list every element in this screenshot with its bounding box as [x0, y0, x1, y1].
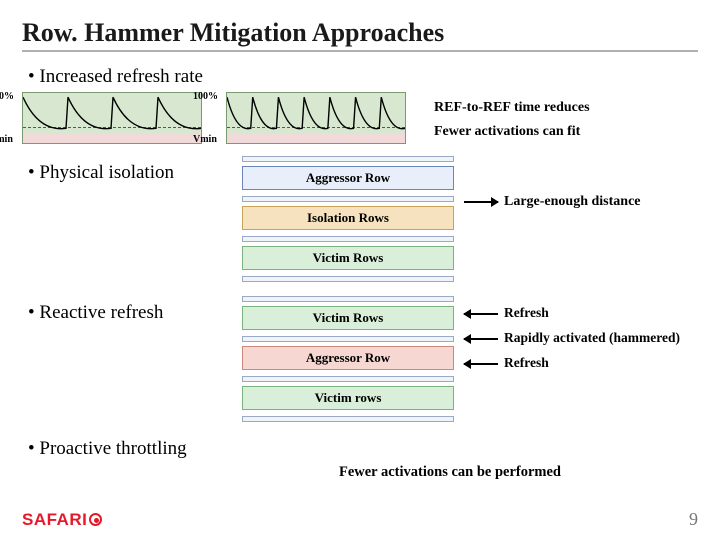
proactive-section: Proactive throttling	[22, 432, 698, 464]
reactive-row: Victim rows	[242, 386, 454, 410]
decay-curve-right	[227, 93, 405, 143]
isolation-annotation: Large-enough distance	[464, 194, 641, 210]
reactive-row-note: Refresh	[464, 305, 680, 321]
ylabel-top: 100%	[0, 91, 14, 102]
ylabel-vmin: Vmin	[193, 134, 217, 145]
thin-row	[242, 276, 454, 282]
isolation-row: Aggressor Row	[242, 166, 454, 190]
reactive-notes: Refresh Rapidly activated (hammered) Refre…	[464, 296, 680, 380]
safari-logo-text: SAFARI	[22, 510, 87, 529]
reactive-row-note: Rapidly activated (hammered)	[464, 330, 680, 346]
isolation-stack: Aggressor Row Isolation Rows Victim Rows	[242, 156, 454, 286]
isolation-section: Physical isolation Aggressor Row Isolatio…	[22, 156, 698, 286]
isolation-annotation-text: Large-enough distance	[504, 194, 641, 209]
thin-row	[242, 376, 454, 382]
refresh-chart-left: 100% Vmin	[22, 92, 202, 144]
reactive-stack: Victim Rows Aggressor Row Victim rows	[242, 296, 454, 426]
reactive-row: Victim Rows	[242, 306, 454, 330]
proactive-note: Fewer activations can be performed	[202, 464, 698, 481]
arrow-right-icon	[464, 201, 498, 203]
isolation-row: Victim Rows	[242, 246, 454, 270]
safari-eye-icon	[89, 513, 102, 526]
bullet-proactive: Proactive throttling	[28, 438, 238, 460]
thin-row	[242, 196, 454, 202]
bullet-refresh: Increased refresh rate	[28, 66, 698, 88]
refresh-notes: REF-to-REF time reduces Fewer activation…	[434, 92, 590, 144]
reactive-section: Reactive refresh Victim Rows Aggressor Ro…	[22, 296, 698, 426]
ylabel-top: 100%	[193, 91, 218, 102]
isolation-row: Isolation Rows	[242, 206, 454, 230]
thin-row	[242, 236, 454, 242]
thin-row	[242, 336, 454, 342]
thin-row	[242, 416, 454, 422]
bullet-reactive: Reactive refresh	[28, 302, 232, 324]
page-number: 9	[689, 509, 698, 530]
refresh-rate-section: 100% Vmin 100% Vmin REF-to-REF time redu…	[22, 92, 698, 144]
safari-logo: SAFARI	[22, 510, 102, 530]
bullet-isolation: Physical isolation	[28, 162, 232, 184]
footer: SAFARI 9	[22, 509, 698, 530]
reactive-row: Aggressor Row	[242, 346, 454, 370]
page-title: Row. Hammer Mitigation Approaches	[22, 18, 698, 52]
thin-row	[242, 156, 454, 162]
thin-row	[242, 296, 454, 302]
note-ref-time: REF-to-REF time reduces	[434, 96, 590, 120]
reactive-row-note: Refresh	[464, 355, 680, 371]
decay-curve-left	[23, 93, 201, 143]
note-fewer-activations: Fewer activations can fit	[434, 120, 590, 144]
ylabel-vmin: Vmin	[0, 134, 13, 145]
refresh-chart-right: 100% Vmin	[226, 92, 406, 144]
